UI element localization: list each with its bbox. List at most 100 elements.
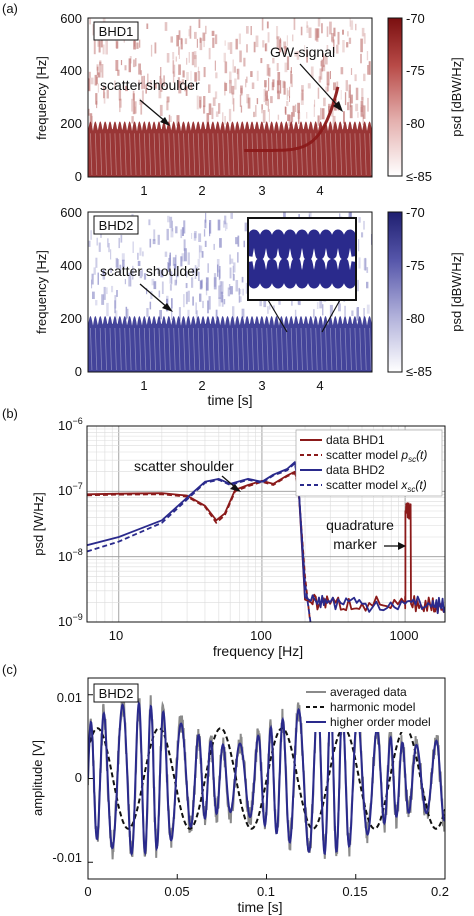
spectrogram-speckle [301,85,304,92]
band-striation [143,133,147,176]
c-ytick: 0 [75,770,82,785]
band-striation [119,133,122,176]
spectrogram-speckle [200,280,203,288]
series-data-bhd1 [87,470,445,614]
spectrogram-speckle [300,92,304,105]
spectrogram-speckle [149,301,152,310]
spectrogram-speckle [125,85,128,92]
c-xtick: 0 [84,884,91,899]
spectrogram-bhd1-frame [87,17,373,178]
c-ytick: 0.01 [57,690,82,705]
spectrogram-speckle [317,87,320,99]
spectrogram-speckle [142,251,144,257]
psd-ytick: 10−8 [58,547,83,564]
spectrogram-speckle [276,36,280,50]
band-striation [344,133,347,176]
psd-xlabel: frequency [Hz] [213,643,303,659]
s2-ytick: 200 [60,311,82,326]
s2-ytick: 600 [60,205,82,220]
spectrogram-speckle [307,83,311,89]
spectrogram-speckle [266,95,269,106]
spectrogram-speckle [238,289,242,295]
spectrogram-speckle [138,79,140,87]
spectrogram-speckle [170,228,174,238]
band-striation [173,327,176,371]
band-striation [330,327,333,371]
spectrogram-speckle [181,79,185,85]
spectrogram-speckle [194,55,197,68]
spectrogram-speckle [230,258,234,264]
spectrogram-speckle [92,24,95,36]
spectrogram-speckle [229,254,231,265]
spectrogram-speckle [119,264,122,274]
band-striation [163,327,166,371]
spectrogram-speckle [157,267,160,274]
spectrogram-speckle [160,82,163,90]
spectrogram-speckle [361,88,364,101]
spectrogram-speckle [227,287,231,297]
c-xtick: 0.05 [164,884,189,899]
spectrogram-speckle [132,106,136,115]
spectrogram-speckle [191,233,193,239]
spectrogram-speckle [196,266,199,275]
spectrogram-speckle [336,44,339,54]
spectrogram-speckle [164,22,168,31]
band-striation [334,327,338,371]
spectrogram-speckle [208,296,211,310]
band-striation [330,133,333,176]
spectrogram-speckle [145,84,147,94]
spectrogram-speckle [233,98,235,112]
band-striation [90,133,93,176]
band-striation [271,133,274,176]
band-striation [192,327,196,371]
spectrogram-speckle [320,107,322,120]
spectrogram-speckle [181,227,184,236]
spectrogram-speckle [265,90,268,101]
spectrogram-speckle [237,252,239,263]
spectrogram-bhd2-yticks: 0 200 400 600 [60,205,82,379]
spectrogram-speckle [211,30,215,36]
band-striation [202,133,205,176]
spectrogram-speckle [324,56,328,65]
legend-entry: data BHD1 [326,433,385,447]
panel-b-label: (b) [2,406,18,421]
band-striation [354,327,357,371]
spectrogram-speckle [136,42,139,49]
psd-ytick: 10−6 [58,416,83,433]
spectrogram-speckle [316,29,319,42]
spectrogram-speckle [131,98,133,112]
spectrogram-speckle [270,96,273,104]
spectrogram-speckle [279,39,282,53]
spectrogram-speckle [264,82,266,97]
spectrogram-speckle [208,47,211,60]
spectrogram-speckle [199,245,203,253]
spectrogram-speckle [187,252,190,265]
c-xlabel: time [s] [237,899,282,915]
spectrogram-speckle [167,215,170,223]
spectrogram-speckle [229,42,233,54]
spectrogram-speckle [114,300,116,314]
spectrogram-speckle [317,18,321,27]
spectrogram-speckle [176,115,180,126]
spectrogram-speckle [203,67,206,78]
spectrogram-speckle [349,18,351,27]
spectrogram-speckle [358,239,360,252]
spectrogram-speckle [284,62,288,73]
psd-plot-frame [86,425,446,623]
spectrogram-speckle [284,46,287,54]
spectrogram-speckle [130,275,132,287]
spectrogram-speckle [348,90,351,103]
spectrogram-speckle [168,257,171,271]
spectrogram-speckle [184,248,187,262]
spectrogram-speckle [132,93,135,107]
spectrogram-speckle [362,105,366,119]
spectrogram-speckle [319,68,323,80]
spectrogram-speckle [203,105,206,114]
spectrogram-speckle [154,83,157,89]
spectrogram-speckle [321,108,325,120]
panel-c-label: (c) [2,662,17,677]
spectrogram-speckle [125,306,128,320]
spectrogram-speckle [212,97,216,106]
spectrogram-speckle [89,113,93,125]
band-striation [114,327,117,371]
